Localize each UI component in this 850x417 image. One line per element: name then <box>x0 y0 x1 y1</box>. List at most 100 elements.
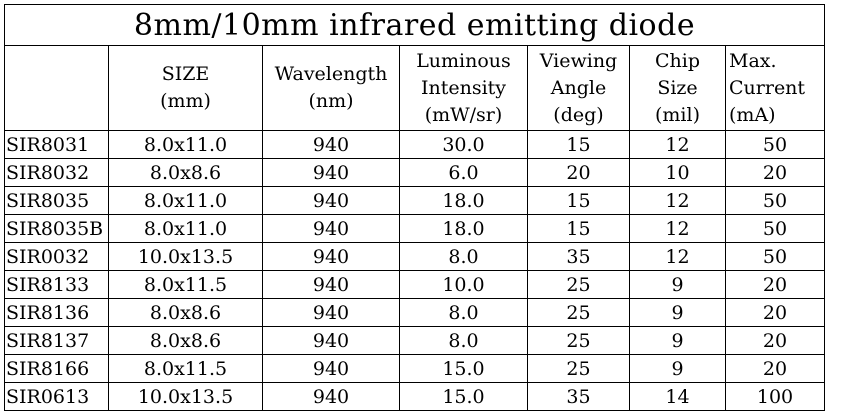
table-body: SIR8031 8.0x11.0 940 30.0 15 12 50 SIR8032 8.0x8… <box>4 130 825 411</box>
chip-size-cell: 12 <box>629 214 726 243</box>
current-cell: 20 <box>725 326 825 355</box>
wavelength-cell: 940 <box>262 186 400 215</box>
table-row: SIR8133 8.0x11.5 940 10.0 25 9 20 <box>4 270 825 299</box>
size-cell: 8.0x11.5 <box>108 354 263 383</box>
angle-cell: 15 <box>527 186 630 215</box>
size-cell: 10.0x13.5 <box>108 242 263 271</box>
model-cell: SIR8137 <box>4 326 109 355</box>
size-cell: 8.0x11.5 <box>108 270 263 299</box>
intensity-cell: 8.0 <box>399 326 528 355</box>
current-cell: 20 <box>725 158 825 187</box>
current-cell: 50 <box>725 214 825 243</box>
header-size: SIZE (mm) <box>108 45 263 131</box>
wavelength-cell: 940 <box>262 130 400 159</box>
header-chip-size: Chip Size (mil) <box>629 45 726 131</box>
chip-size-cell: 9 <box>629 298 726 327</box>
header-wavelength: Wavelength (nm) <box>262 45 400 131</box>
table-title: 8mm/10mm infrared emitting diode <box>4 4 825 46</box>
model-cell: SIR0032 <box>4 242 109 271</box>
table-row: SIR0032 10.0x13.5 940 8.0 35 12 50 <box>4 242 825 271</box>
wavelength-cell: 940 <box>262 214 400 243</box>
header-viewing-angle: Viewing Angle (deg) <box>527 45 630 131</box>
header-size-line2: (mm) <box>160 90 211 112</box>
model-cell: SIR8133 <box>4 270 109 299</box>
header-luminous-line1: Luminous <box>416 49 511 72</box>
intensity-cell: 15.0 <box>399 354 528 383</box>
chip-size-cell: 12 <box>629 186 726 215</box>
size-cell: 8.0x8.6 <box>108 298 263 327</box>
wavelength-cell: 940 <box>262 270 400 299</box>
chip-size-cell: 10 <box>629 158 726 187</box>
model-cell: SIR8031 <box>4 130 109 159</box>
intensity-cell: 15.0 <box>399 382 528 411</box>
title-row: 8mm/10mm infrared emitting diode <box>4 4 825 46</box>
header-luminous-line2: Intensity <box>420 76 507 99</box>
model-cell: SIR8035 <box>4 186 109 215</box>
current-cell: 20 <box>725 354 825 383</box>
current-cell: 50 <box>725 130 825 159</box>
model-cell: SIR8136 <box>4 298 109 327</box>
header-chip-line2: Size <box>657 76 698 99</box>
wavelength-cell: 940 <box>262 354 400 383</box>
chip-size-cell: 12 <box>629 242 726 271</box>
current-cell: 20 <box>725 270 825 299</box>
model-cell: SIR8032 <box>4 158 109 187</box>
angle-cell: 35 <box>527 382 630 411</box>
header-row: SIZE (mm) Wavelength (nm) Luminous Inten… <box>4 45 825 131</box>
angle-cell: 15 <box>527 130 630 159</box>
angle-cell: 20 <box>527 158 630 187</box>
current-cell: 20 <box>725 298 825 327</box>
intensity-cell: 8.0 <box>399 242 528 271</box>
header-size-line1: SIZE <box>161 63 210 85</box>
angle-cell: 25 <box>527 354 630 383</box>
header-chip-line1: Chip <box>654 49 700 72</box>
current-cell: 50 <box>725 242 825 271</box>
wavelength-cell: 940 <box>262 382 400 411</box>
size-cell: 8.0x8.6 <box>108 158 263 187</box>
size-cell: 8.0x11.0 <box>108 186 263 215</box>
header-current-line3: (mA) <box>729 103 776 126</box>
header-wavelength-line2: (nm) <box>308 90 354 112</box>
model-cell: SIR8035B <box>4 214 109 243</box>
table-row: SIR8137 8.0x8.6 940 8.0 25 9 20 <box>4 326 825 355</box>
angle-cell: 15 <box>527 214 630 243</box>
header-luminous-line3: (mW/sr) <box>424 103 503 126</box>
model-cell: SIR0613 <box>4 382 109 411</box>
header-luminous-intensity: Luminous Intensity (mW/sr) <box>399 45 528 131</box>
header-current-line1: Max. <box>729 49 777 72</box>
size-cell: 8.0x8.6 <box>108 326 263 355</box>
current-cell: 50 <box>725 186 825 215</box>
spec-table: 8mm/10mm infrared emitting diode SIZE (m… <box>4 4 825 411</box>
header-current-line2: Current <box>729 76 806 99</box>
table-row: SIR0613 10.0x13.5 940 15.0 35 14 100 <box>4 382 825 411</box>
current-cell: 100 <box>725 382 825 411</box>
angle-cell: 25 <box>527 298 630 327</box>
intensity-cell: 18.0 <box>399 214 528 243</box>
header-viewing-line2: Angle <box>550 76 607 99</box>
header-chip-line3: (mil) <box>655 103 700 126</box>
table-row: SIR8035B 8.0x11.0 940 18.0 15 12 50 <box>4 214 825 243</box>
header-viewing-line1: Viewing <box>539 49 618 72</box>
header-viewing-line3: (deg) <box>553 103 604 126</box>
wavelength-cell: 940 <box>262 158 400 187</box>
chip-size-cell: 9 <box>629 354 726 383</box>
intensity-cell: 30.0 <box>399 130 528 159</box>
chip-size-cell: 9 <box>629 270 726 299</box>
size-cell: 10.0x13.5 <box>108 382 263 411</box>
intensity-cell: 10.0 <box>399 270 528 299</box>
intensity-cell: 18.0 <box>399 186 528 215</box>
chip-size-cell: 9 <box>629 326 726 355</box>
model-cell: SIR8166 <box>4 354 109 383</box>
size-cell: 8.0x11.0 <box>108 130 263 159</box>
table-row: SIR8035 8.0x11.0 940 18.0 15 12 50 <box>4 186 825 215</box>
table-row: SIR8136 8.0x8.6 940 8.0 25 9 20 <box>4 298 825 327</box>
intensity-cell: 8.0 <box>399 298 528 327</box>
angle-cell: 25 <box>527 270 630 299</box>
intensity-cell: 6.0 <box>399 158 528 187</box>
table-row: SIR8031 8.0x11.0 940 30.0 15 12 50 <box>4 130 825 159</box>
chip-size-cell: 14 <box>629 382 726 411</box>
header-model <box>4 45 109 131</box>
table-row: SIR8032 8.0x8.6 940 6.0 20 10 20 <box>4 158 825 187</box>
header-wavelength-line1: Wavelength <box>274 63 388 85</box>
size-cell: 8.0x11.0 <box>108 214 263 243</box>
